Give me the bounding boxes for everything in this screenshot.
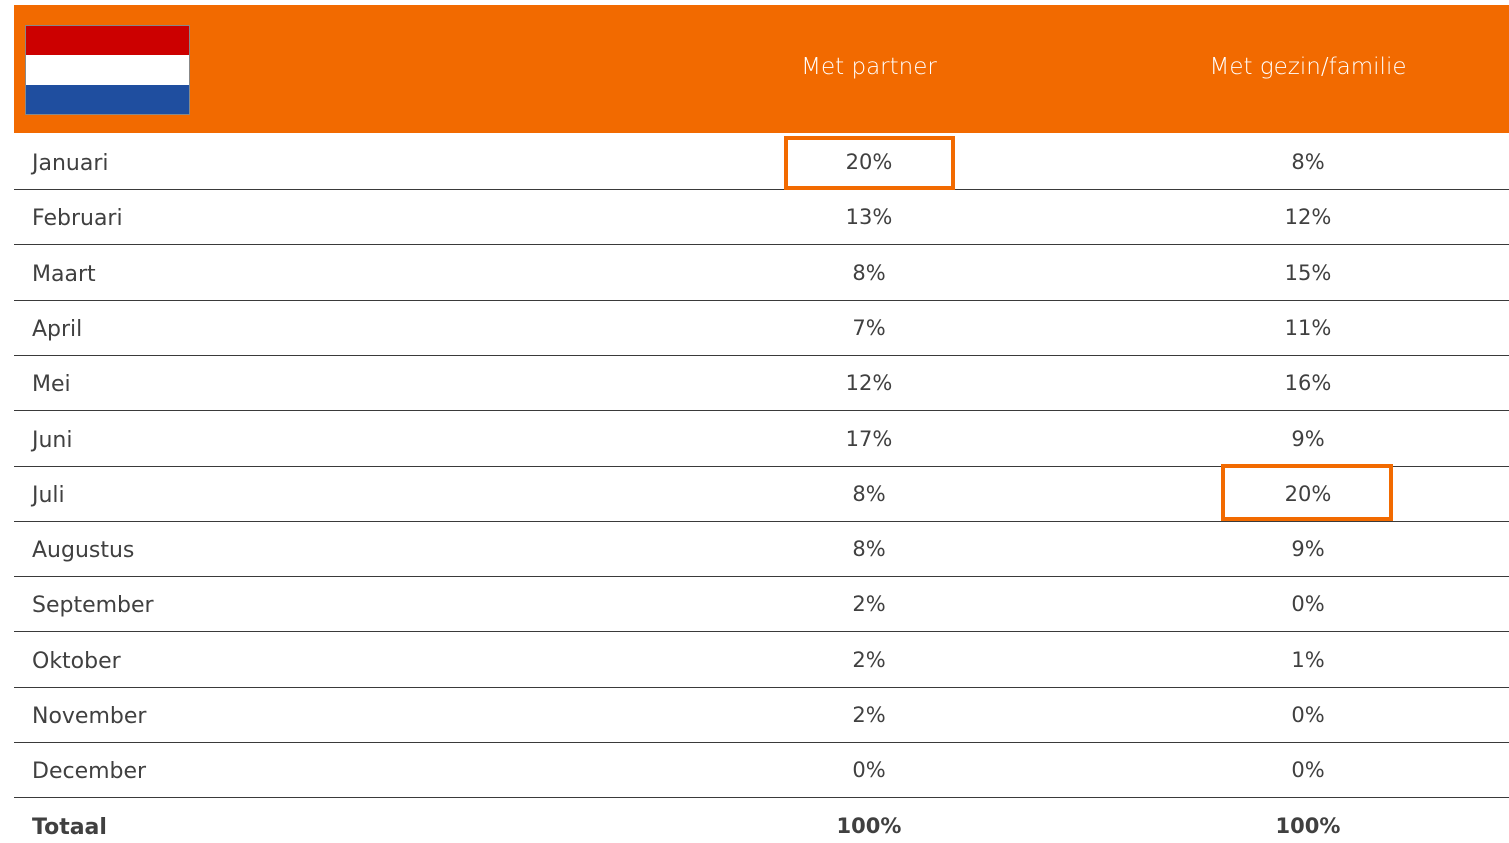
table-row: Oktober 2% 1% <box>14 633 1509 688</box>
value-cell: 12% <box>1284 205 1332 230</box>
table-header: Met partner Met gezin/familie <box>14 5 1509 133</box>
row-label: Juli <box>32 482 65 508</box>
flag-blue <box>25 85 190 115</box>
value-cell: 2% <box>852 647 886 672</box>
row-label: Maart <box>32 261 96 287</box>
value-cell: 2% <box>852 592 886 617</box>
value-cell: 0% <box>1291 758 1325 783</box>
value-cell: 8% <box>852 537 886 562</box>
flag-border <box>25 25 190 115</box>
value-cell: 13% <box>845 205 893 230</box>
flag-white <box>25 55 190 85</box>
table-row: Januari 20% 8% <box>14 135 1509 190</box>
value-cell: 0% <box>852 758 886 783</box>
row-label: Juni <box>32 427 73 453</box>
value-cell: 0% <box>1291 703 1325 727</box>
flag-red <box>25 25 190 55</box>
row-label: December <box>32 759 147 785</box>
column-header: Met gezin/familie <box>1209 54 1407 80</box>
row-label: Februari <box>32 206 123 232</box>
value-cell: 0% <box>1291 592 1325 617</box>
value-cell: 20% <box>845 150 893 174</box>
table-row: Maart 8% 15% <box>14 246 1509 301</box>
table-row: Juni 17% 9% <box>14 412 1509 467</box>
value-cell: 12% <box>845 371 893 396</box>
value-cell: 100% <box>1275 813 1341 838</box>
row-label: Totaal <box>32 814 107 840</box>
value-cell: 100% <box>836 813 902 838</box>
table-row: September 2% 0% <box>14 577 1509 633</box>
value-cell: 8% <box>1291 150 1325 174</box>
value-cell: 9% <box>1291 426 1325 451</box>
value-cell: 2% <box>852 703 886 727</box>
total-row: Totaal 100% 100% <box>14 799 1509 843</box>
table-row: Juli 8% 20% <box>14 467 1509 522</box>
row-label: Oktober <box>32 648 121 674</box>
row-label: November <box>32 704 147 729</box>
highlight-box <box>1221 464 1393 521</box>
row-label: Januari <box>32 151 109 176</box>
table-row: April 7% 11% <box>14 301 1509 356</box>
flag <box>25 25 190 115</box>
row-label: September <box>32 593 154 619</box>
row-label: Augustus <box>32 538 135 564</box>
value-cell: 16% <box>1284 371 1332 396</box>
column-header: Met partner <box>801 54 937 80</box>
table-row: Augustus 8% 9% <box>14 522 1509 578</box>
table-row: Februari 13% 12% <box>14 190 1509 246</box>
value-cell: 8% <box>852 260 886 285</box>
value-cell: 11% <box>1284 315 1332 340</box>
value-cell: 9% <box>1291 537 1325 562</box>
table-row: December 0% 0% <box>14 743 1509 799</box>
row-label: April <box>32 316 83 342</box>
table-row: Mei 12% 16% <box>14 356 1509 412</box>
value-cell: 1% <box>1291 647 1325 672</box>
table-row: November 2% 0% <box>14 688 1509 743</box>
value-cell: 20% <box>1284 481 1332 506</box>
row-label: Mei <box>32 372 71 398</box>
value-cell: 7% <box>852 315 886 340</box>
value-cell: 15% <box>1284 260 1332 285</box>
value-cell: 8% <box>852 481 886 506</box>
value-cell: 17% <box>845 426 893 451</box>
highlight-box <box>784 136 955 190</box>
